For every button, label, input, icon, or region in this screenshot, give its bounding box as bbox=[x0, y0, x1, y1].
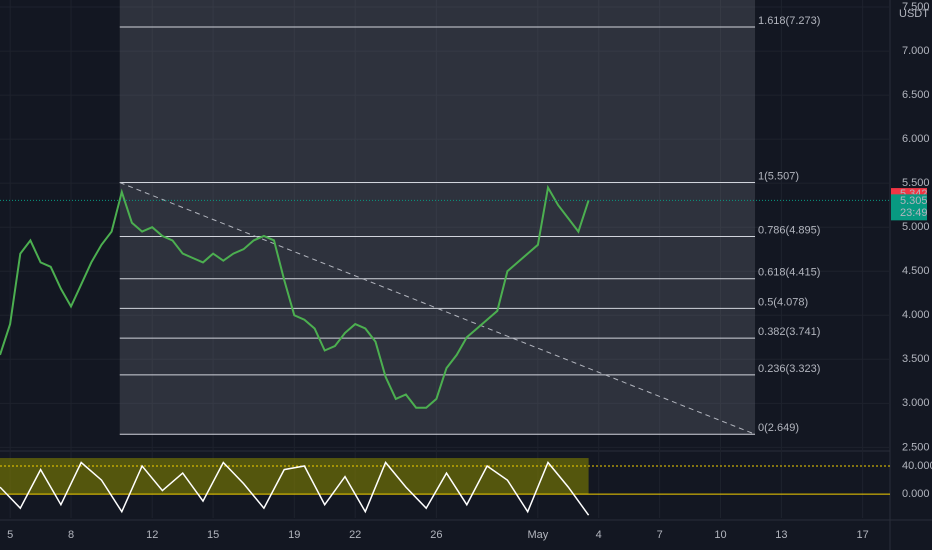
x-tick-label: 26 bbox=[430, 529, 442, 541]
oscillator-line bbox=[0, 461, 590, 516]
fib-label: 0.786(4.895) bbox=[758, 224, 820, 236]
x-tick-label: 8 bbox=[68, 529, 74, 541]
x-tick-label: 17 bbox=[856, 529, 868, 541]
x-tick-label: 4 bbox=[596, 529, 602, 541]
x-tick-label: 5 bbox=[7, 529, 13, 541]
x-tick-label: 12 bbox=[146, 529, 158, 541]
y-tick-label: 0.000 bbox=[902, 488, 930, 500]
y-tick-label: 40.000 bbox=[902, 460, 932, 472]
price-line bbox=[0, 184, 590, 409]
y-tick-label: 4.500 bbox=[902, 265, 930, 277]
oscillator-band bbox=[0, 458, 589, 495]
y-tick-label: 3.500 bbox=[902, 353, 930, 365]
fib-label: 0.236(3.323) bbox=[758, 363, 820, 375]
y-tick-label: 6.500 bbox=[902, 89, 930, 101]
x-tick-label: 15 bbox=[207, 529, 219, 541]
y-tick-label: 7.500 bbox=[902, 1, 930, 13]
trend-line bbox=[119, 182, 756, 435]
x-tick-label: 7 bbox=[657, 529, 663, 541]
price-badge-label: 5.305 bbox=[900, 195, 928, 207]
x-tick-label: 10 bbox=[714, 529, 726, 541]
y-tick-label: 5.500 bbox=[902, 177, 930, 189]
y-tick-label: 6.000 bbox=[902, 133, 930, 145]
fib-label: 0.5(4.078) bbox=[758, 296, 808, 308]
countdown: 23:49 bbox=[900, 207, 928, 219]
y-tick-label: 7.000 bbox=[902, 45, 930, 57]
y-tick-label: 3.000 bbox=[902, 397, 930, 409]
fib-box bbox=[119, 0, 756, 435]
fib-label: 1(5.507) bbox=[758, 170, 799, 182]
price-badge bbox=[891, 194, 927, 221]
fib-label: 0.382(3.741) bbox=[758, 326, 820, 338]
x-tick-label: 13 bbox=[775, 529, 787, 541]
currency-label: USDT bbox=[899, 8, 929, 20]
fib-label: 0(2.649) bbox=[758, 422, 799, 434]
fib-label: 1.618(7.273) bbox=[758, 15, 820, 27]
x-tick-label: 19 bbox=[288, 529, 300, 541]
x-tick-label: 22 bbox=[349, 529, 361, 541]
y-tick-label: 4.000 bbox=[902, 309, 930, 321]
y-tick-label: 2.500 bbox=[902, 441, 930, 453]
y-tick-label: 5.000 bbox=[902, 221, 930, 233]
x-tick-label: May bbox=[527, 529, 548, 541]
fib-label: 0.618(4.415) bbox=[758, 267, 820, 279]
